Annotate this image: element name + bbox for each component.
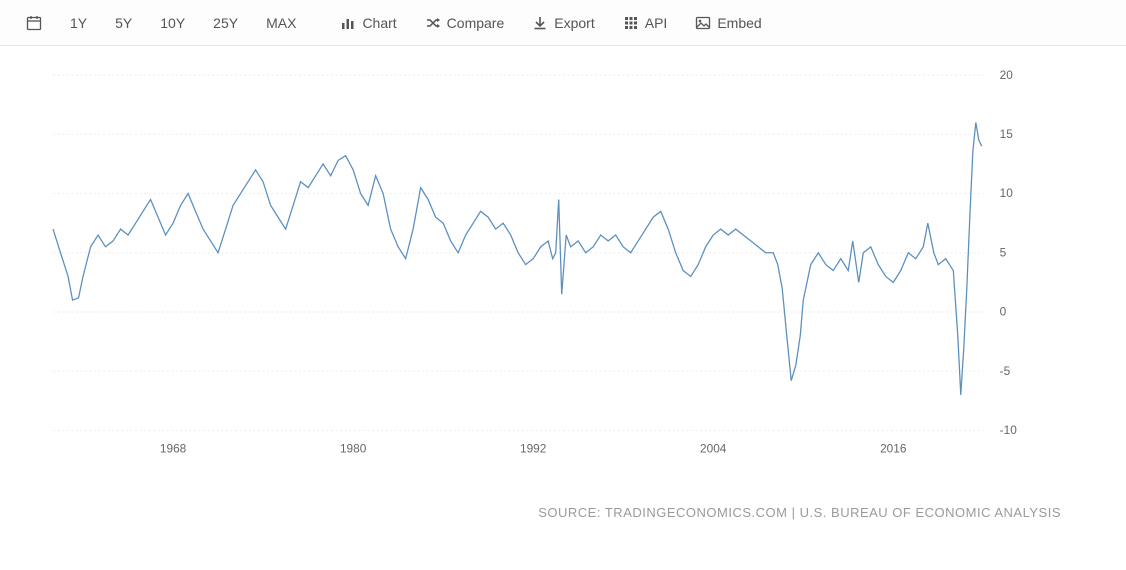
api-button[interactable]: API xyxy=(611,9,680,37)
embed-label: Embed xyxy=(717,15,761,31)
svg-text:0: 0 xyxy=(1000,305,1007,319)
svg-text:2004: 2004 xyxy=(700,441,727,455)
svg-text:1968: 1968 xyxy=(160,441,187,455)
grid-icon xyxy=(623,15,639,31)
image-icon xyxy=(695,15,711,31)
export-button[interactable]: Export xyxy=(520,9,606,37)
svg-text:-10: -10 xyxy=(1000,423,1018,437)
chart-area: -10 -5 0 5 10 15 20 1968 1980 1992 2004 2016 SOURCE… xyxy=(0,46,1126,526)
svg-text:20: 20 xyxy=(1000,68,1014,82)
svg-text:1980: 1980 xyxy=(340,441,367,455)
svg-text:-5: -5 xyxy=(1000,364,1011,378)
line-chart: -10 -5 0 5 10 15 20 1968 1980 1992 2004 2016 xyxy=(30,66,1061,476)
range-25y[interactable]: 25Y xyxy=(201,9,250,37)
calendar-button[interactable] xyxy=(14,9,54,37)
source-org: U.S. BUREAU OF ECONOMIC ANALYSIS xyxy=(800,505,1061,520)
svg-text:5: 5 xyxy=(1000,245,1007,259)
source-site: TRADINGECONOMICS.COM xyxy=(605,505,788,520)
shuffle-icon xyxy=(425,15,441,31)
svg-text:15: 15 xyxy=(1000,127,1014,141)
calendar-icon xyxy=(26,15,42,31)
toolbar: 1Y 5Y 10Y 25Y MAX Chart Compare Export A… xyxy=(0,0,1126,46)
source-prefix: SOURCE: xyxy=(538,505,601,520)
chart-type-button[interactable]: Chart xyxy=(328,9,408,37)
range-max[interactable]: MAX xyxy=(254,9,308,37)
compare-button[interactable]: Compare xyxy=(413,9,517,37)
source-attribution: SOURCE: TRADINGECONOMICS.COM | U.S. BURE… xyxy=(538,505,1061,520)
embed-button[interactable]: Embed xyxy=(683,9,773,37)
range-1y[interactable]: 1Y xyxy=(58,9,99,37)
chart-bar-icon xyxy=(340,15,356,31)
range-5y[interactable]: 5Y xyxy=(103,9,144,37)
svg-text:2016: 2016 xyxy=(880,441,907,455)
svg-text:1992: 1992 xyxy=(520,441,546,455)
download-icon xyxy=(532,15,548,31)
chart-type-label: Chart xyxy=(362,15,396,31)
source-sep: | xyxy=(792,505,796,520)
range-10y[interactable]: 10Y xyxy=(148,9,197,37)
export-label: Export xyxy=(554,15,594,31)
api-label: API xyxy=(645,15,668,31)
compare-label: Compare xyxy=(447,15,505,31)
svg-text:10: 10 xyxy=(1000,186,1014,200)
